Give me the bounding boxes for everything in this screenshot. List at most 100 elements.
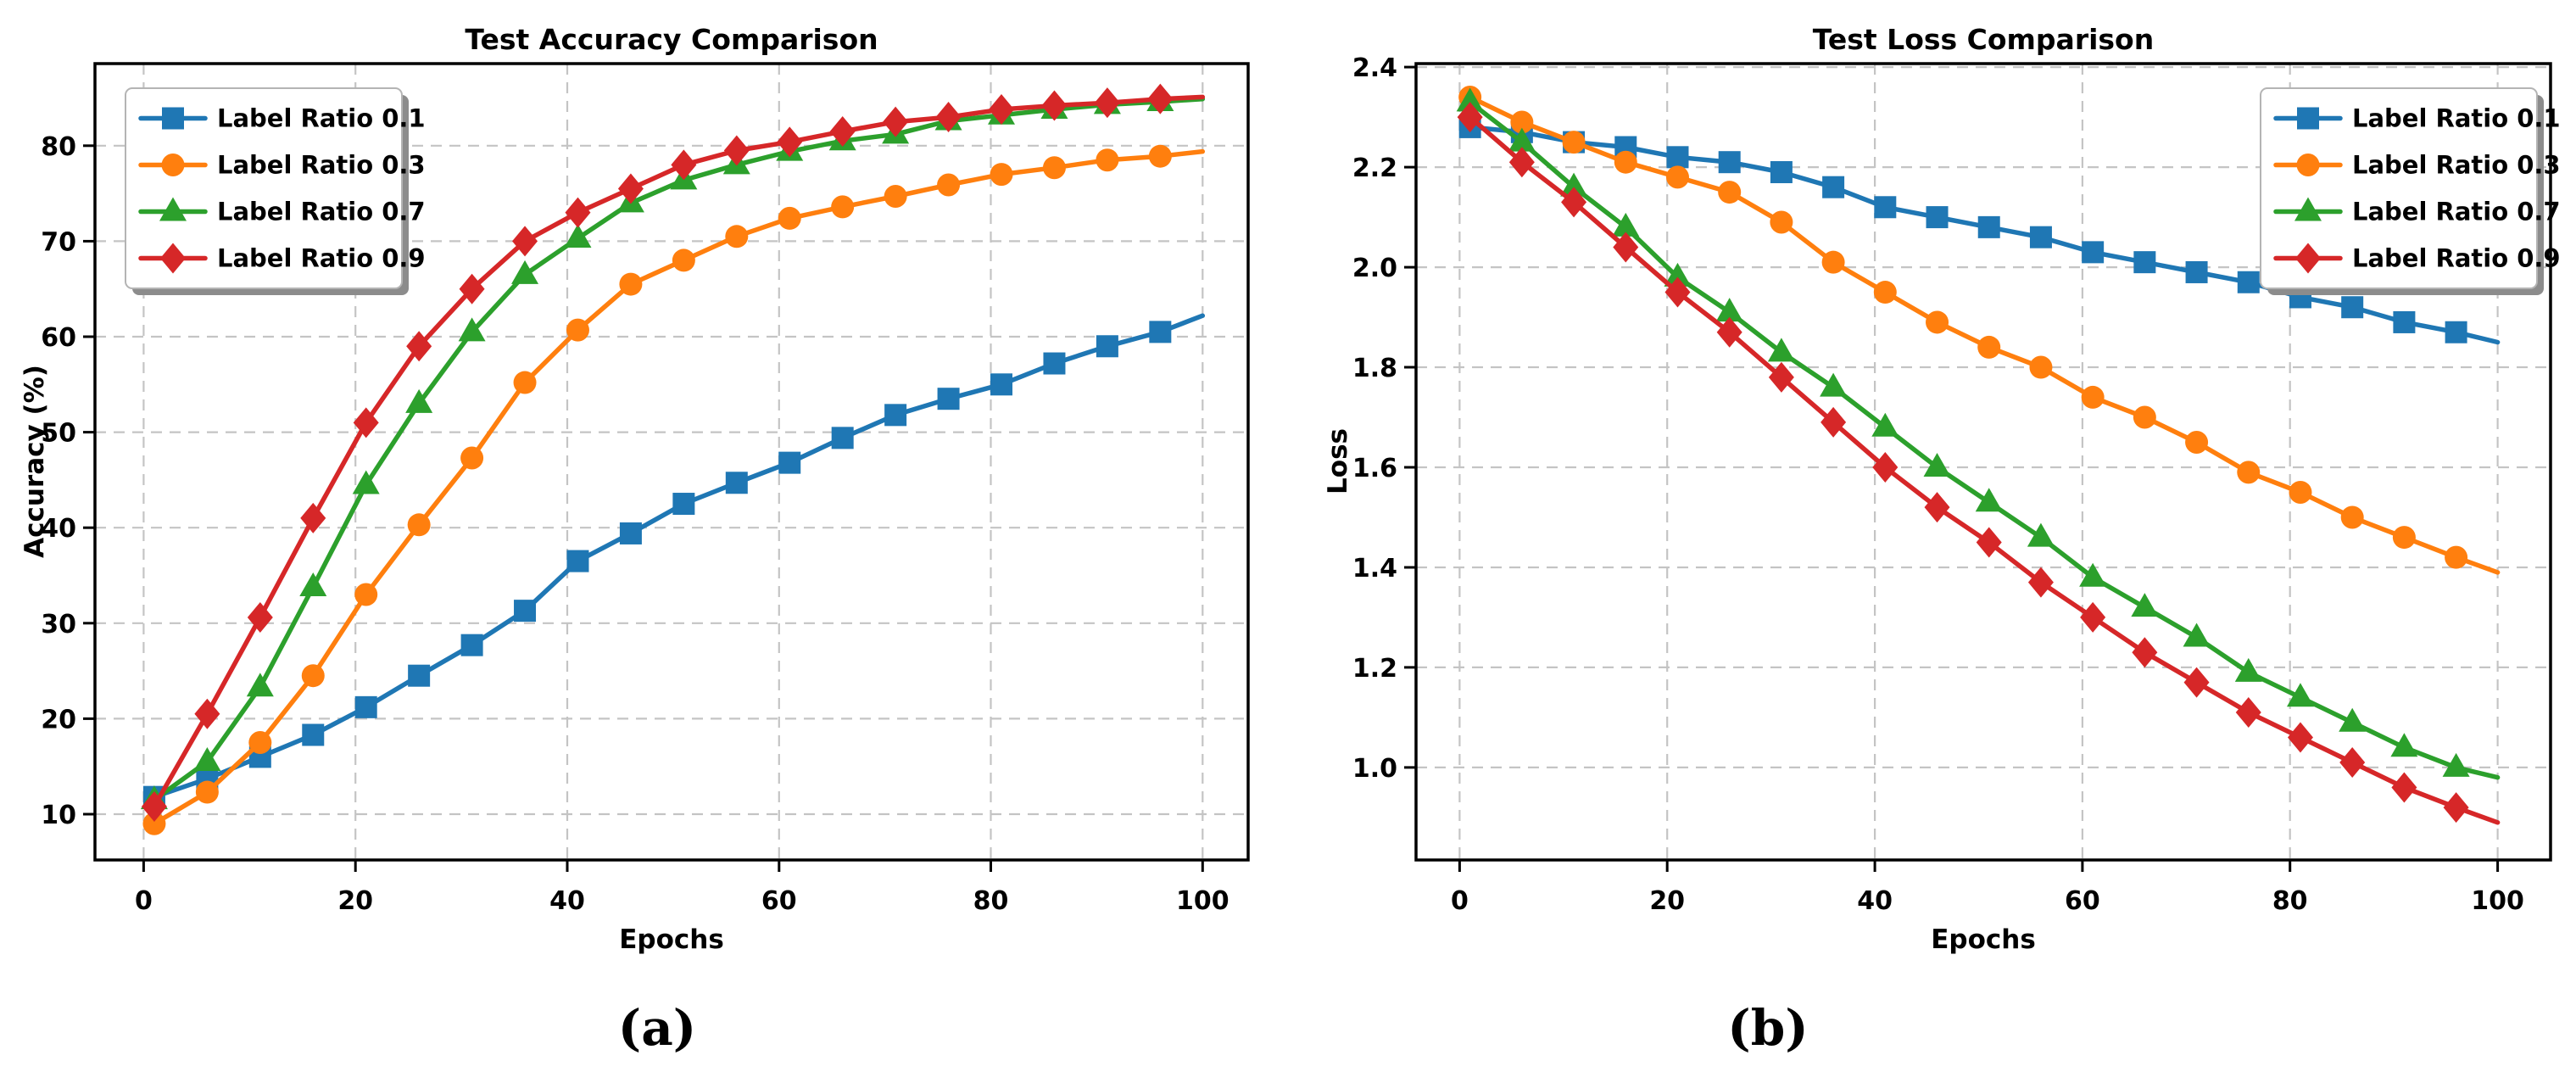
series-marker-triangle [193, 747, 221, 772]
series-marker-triangle [1664, 262, 1692, 287]
legend-label: Label Ratio 0.9 [217, 244, 426, 273]
loss-yaxis-label: Loss [1323, 428, 1353, 494]
accuracy-yaxis-label: Accuracy (%) [20, 365, 50, 558]
series-marker-diamond [194, 698, 220, 729]
series-marker-circle [1977, 335, 2001, 359]
series-marker-circle [2185, 430, 2209, 454]
x-tick-label: 0 [135, 886, 153, 916]
series-marker-diamond [2183, 667, 2210, 698]
series-marker-diamond [723, 135, 750, 166]
legend-label: Label Ratio 0.1 [217, 104, 426, 133]
series-marker-circle [354, 583, 378, 606]
y-tick-label: 1.6 [1352, 454, 1397, 483]
series-marker-triangle [299, 572, 327, 596]
y-tick-label: 1.4 [1352, 554, 1397, 583]
series-marker-triangle [352, 470, 380, 494]
series-marker-diamond [247, 602, 273, 634]
series-marker-square [1096, 335, 1118, 358]
legend-marker-circle [2296, 154, 2320, 176]
series-marker-circle [884, 185, 907, 208]
series-marker-diamond [2287, 722, 2313, 753]
plot-border [93, 62, 1250, 862]
series-marker-circle [301, 664, 325, 688]
series-marker-circle [2029, 355, 2053, 379]
legend-marker-diamond [160, 243, 186, 274]
series-marker-square [2445, 321, 2467, 343]
series-marker-diamond [1508, 147, 1535, 178]
series-marker-circle [142, 812, 166, 835]
series-marker-circle [248, 731, 272, 755]
series-marker-square [2393, 310, 2416, 333]
series-marker-triangle [1871, 412, 1899, 437]
series-marker-diamond [989, 94, 1015, 126]
y-tick-label: 1.2 [1352, 654, 1397, 684]
series-marker-square [884, 404, 907, 427]
series-marker-diamond [353, 407, 379, 438]
y-tick-label: 2.4 [1352, 53, 1397, 83]
y-tick-label: 60 [41, 323, 76, 353]
series-marker-circle [1926, 310, 1949, 334]
series-marker-circle [2289, 480, 2312, 504]
subfigure-caption-a: (a) [618, 999, 696, 1057]
x-tick-label: 60 [761, 886, 797, 916]
legend-label: Label Ratio 0.3 [217, 151, 426, 180]
series-marker-diamond [2235, 697, 2261, 729]
series-marker-square [831, 427, 854, 449]
series-marker-diamond [883, 106, 909, 137]
series-marker-triangle [1767, 338, 1795, 362]
y-tick-label: 40 [41, 514, 76, 544]
series-marker-diamond [2391, 772, 2417, 803]
loss-chart-title: Test Loss Comparison [1813, 23, 2154, 56]
x-tick-label: 0 [1451, 886, 1469, 916]
series-marker-circle [2081, 385, 2105, 409]
x-tick-label: 80 [2272, 886, 2308, 916]
series-marker-circle [1562, 131, 1586, 154]
series-marker-triangle [2339, 707, 2367, 732]
y-tick-label: 30 [41, 610, 76, 639]
series-marker-circle [778, 206, 801, 230]
series-marker-square [1770, 160, 1793, 183]
series-marker-circle [1510, 110, 1534, 134]
series-marker-diamond [2339, 746, 2366, 778]
accuracy-chart: 0 20 40 60 80 100 10 20 30 40 50 60 70 80 Label Ratio … [41, 62, 1250, 916]
y-tick-label: 70 [41, 227, 76, 257]
series-marker-diamond [617, 173, 644, 204]
series-marker-square [1822, 176, 1845, 198]
accuracy-xaxis-label: Epochs [619, 924, 724, 955]
series-marker-diamond [1147, 83, 1174, 114]
series-marker-triangle [2183, 623, 2211, 647]
series-marker-diamond [406, 331, 432, 362]
series-marker-circle [513, 371, 537, 394]
series-marker-diamond [2027, 567, 2054, 598]
legend-label: Label Ratio 0.7 [217, 198, 426, 226]
series-marker-circle [2237, 461, 2261, 484]
series-marker-circle [2133, 405, 2156, 429]
series-marker-triangle [1456, 87, 1484, 112]
series-marker-diamond [512, 226, 538, 257]
legend-box [125, 87, 403, 289]
accuracy-chart-title: Test Accuracy Comparison [465, 23, 878, 56]
series-marker-square [2185, 260, 2208, 283]
series-marker-circle [2445, 545, 2468, 569]
series-marker-circle [1873, 281, 1897, 304]
series-marker-square [1977, 215, 2000, 238]
legend-label: Label Ratio 0.1 [2352, 104, 2561, 133]
series-marker-circle [619, 272, 643, 296]
series-marker-triangle [1715, 298, 1743, 322]
legend-label: Label Ratio 0.9 [2352, 244, 2561, 273]
series-marker-circle [1821, 250, 1845, 274]
series-marker-triangle [2234, 657, 2262, 682]
series-marker-square [354, 695, 377, 718]
x-tick-label: 20 [337, 886, 373, 916]
series-marker-square [2082, 241, 2105, 264]
series-marker-diamond [1924, 492, 1950, 523]
series-marker-circle [990, 163, 1013, 187]
series-marker-triangle [564, 224, 592, 248]
series-marker-square [2029, 226, 2052, 248]
series-marker-diamond [1976, 527, 2002, 558]
series-marker-circle [566, 318, 589, 342]
x-tick-label: 40 [1857, 886, 1893, 916]
series-marker-diamond [2132, 637, 2158, 668]
series-marker-triangle [2286, 683, 2314, 707]
